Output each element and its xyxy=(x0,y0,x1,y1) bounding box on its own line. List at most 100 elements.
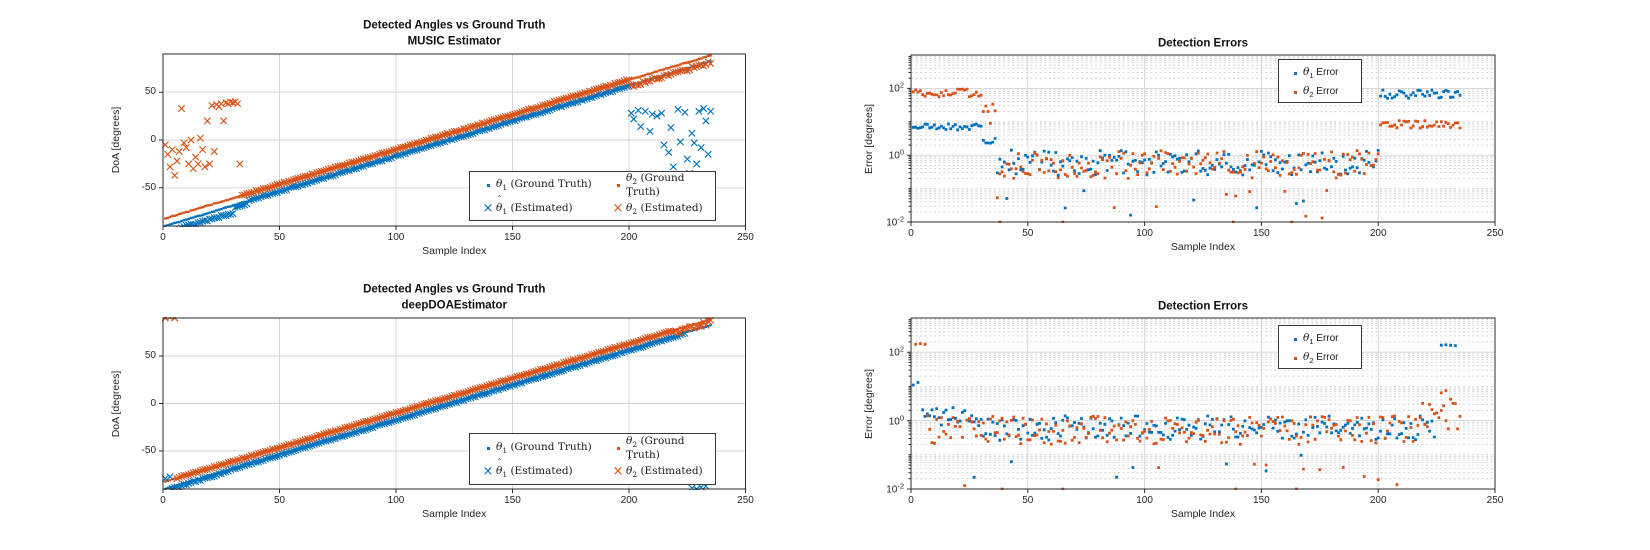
x-marker-icon: × xyxy=(480,464,496,479)
theta-symbol: θ xyxy=(626,465,632,477)
music-doa-xtick-200: 200 xyxy=(620,232,638,243)
deep-doa-ytick: 50 xyxy=(144,350,156,361)
theta-symbol: θ xyxy=(1303,84,1310,97)
theta-symbol: θ xyxy=(1303,331,1310,344)
music-doa-legend-label-3: θ1 (Estimated) xyxy=(496,202,573,216)
dot-swatch xyxy=(486,183,490,187)
music-doa-series-group xyxy=(162,54,715,227)
deep-err-xtick-150: 150 xyxy=(1253,495,1270,506)
music-err-minor-grid xyxy=(911,56,1495,213)
deep-doa-legend-entry-3: ×θ1 (Estimated) xyxy=(480,463,573,481)
deep-doa-series-group xyxy=(162,317,715,490)
music-err-ytick: 102 xyxy=(888,80,904,96)
x-marker-icon: × xyxy=(610,201,626,216)
music-err-ytick: 10-2 xyxy=(886,214,904,229)
deep-err-xtick-0: 0 xyxy=(908,495,914,506)
deep-err-legend-label-2: θ2 Error xyxy=(1303,350,1339,366)
deep-doa-legend-entry-2: θ2 (Ground Truth) xyxy=(610,435,715,461)
deep-err-xlabel: Sample Index xyxy=(1170,507,1236,520)
music-doa-plot xyxy=(159,53,746,230)
theta-symbol: θ xyxy=(626,202,632,214)
music-err-title-line1: Detection Errors xyxy=(1157,37,1249,50)
x-glyph: × xyxy=(612,201,624,216)
deep-doa-legend-label-1: θ1 (Ground Truth) xyxy=(496,440,592,456)
deep-err-ytick: 102 xyxy=(888,344,904,359)
theta-symbol: θ xyxy=(626,434,633,447)
deep-err-legend-entry-2: θ2 Error xyxy=(1287,349,1339,367)
deep-err-minor-grid xyxy=(911,319,1495,480)
dot-marker-icon xyxy=(610,183,626,187)
dot-marker-icon xyxy=(1287,71,1303,75)
deep-doa-legend-label-4: θ2 (Estimated) xyxy=(626,465,703,479)
deep-doa-xtick-100: 100 xyxy=(387,495,405,506)
dot-swatch xyxy=(1293,90,1297,94)
music-doa-legend-entry-4: ×θ2 (Estimated) xyxy=(610,200,703,218)
dot-swatch xyxy=(1293,356,1297,360)
deep-err-legend-entry-1: θ1 Error xyxy=(1287,330,1339,348)
deep-err-ytick: 10-2 xyxy=(886,481,904,496)
dot-marker-icon xyxy=(610,446,626,450)
music-doa-ytick: 0 xyxy=(150,134,156,145)
deep-doa-xtick-200: 200 xyxy=(620,495,638,506)
music-err-tick-marks xyxy=(907,56,1496,226)
x-marker-icon: × xyxy=(480,202,496,215)
deep-doa-ytick: 0 xyxy=(150,397,156,409)
deep-err-xtick-100: 100 xyxy=(1136,495,1153,506)
music-err-ylabel: Error [degrees] xyxy=(862,103,875,174)
dot-marker-icon xyxy=(1287,337,1303,341)
deep-doa-ylabel: DoA [degrees] xyxy=(109,370,122,437)
deep-err-major-grid xyxy=(911,318,1496,490)
music-err-xtick-150: 150 xyxy=(1253,228,1270,239)
x-glyph: × xyxy=(612,464,624,479)
dot-marker-icon xyxy=(480,446,496,450)
deep-doa-xtick-50: 50 xyxy=(273,495,286,506)
theta-symbol: θ xyxy=(626,171,633,184)
deep-doa-legend-label-3: θ1 (Estimated) xyxy=(496,465,573,479)
dot-swatch xyxy=(486,446,490,450)
dot-marker-icon xyxy=(480,183,496,187)
music-doa-legend-label-4: θ2 (Estimated) xyxy=(626,202,703,216)
deep-doa-ytick: -50 xyxy=(141,445,156,456)
deep-doa-title-line2: deepDOAEstimator xyxy=(401,299,507,312)
theta-symbol: θ xyxy=(496,440,503,453)
theta-symbol: θ xyxy=(496,177,503,190)
music-err-xtick-0: 0 xyxy=(908,228,914,239)
music-err-legend-label-2: θ2 Error xyxy=(1303,84,1339,100)
deep-doa-xlabel: Sample Index xyxy=(422,507,487,520)
music-err-plot xyxy=(907,54,1496,226)
deep-doa-xtick-0: 0 xyxy=(160,495,166,506)
deep-doa-legend-label-2: θ2 (Ground Truth) xyxy=(626,434,685,462)
music-doa-xlabel: Sample Index xyxy=(422,244,487,257)
deep-err-xtick-250: 250 xyxy=(1486,495,1504,506)
dot-swatch xyxy=(616,183,620,187)
music-err-legend-label-1: θ1 Error xyxy=(1303,65,1339,81)
music-err-ytick: 100 xyxy=(888,147,904,162)
theta-symbol: θ xyxy=(496,465,502,477)
music-doa-xtick-250: 250 xyxy=(737,232,754,243)
dot-marker-icon xyxy=(1287,90,1303,94)
deep-doa-plot xyxy=(159,317,746,493)
x-marker-icon: × xyxy=(610,464,626,479)
deep-err-legend-label-1: θ1 Error xyxy=(1303,331,1339,347)
music-doa-title-line1: Detected Angles vs Ground Truth xyxy=(363,19,546,32)
music-doa-legend-label-1: θ1 (Ground Truth) xyxy=(496,177,592,193)
dot-swatch xyxy=(1293,337,1297,341)
deep-err-legend: θ1 Error θ2 Error xyxy=(1278,325,1362,369)
music-err-xlabel: Sample Index xyxy=(1170,240,1236,253)
x-glyph: × xyxy=(482,464,494,479)
deep-doa-legend: θ1 (Ground Truth)θ2 (Ground Truth)×θ1 (E… xyxy=(469,433,716,485)
deep-doa-xtick-150: 150 xyxy=(504,495,521,506)
deep-err-title-line1: Detection Errors xyxy=(1157,300,1249,313)
music-doa-theta2-estimated-markers xyxy=(162,58,715,199)
music-doa-xtick-150: 150 xyxy=(504,232,521,243)
music-doa-legend-label-2: θ2 (Ground Truth) xyxy=(626,171,685,199)
deep-err-xtick-50: 50 xyxy=(1022,495,1034,506)
music-err-axes-box xyxy=(910,54,1496,223)
music-doa-xtick-100: 100 xyxy=(387,232,405,243)
music-err-xtick-200: 200 xyxy=(1369,228,1387,239)
music-doa-ytick: 50 xyxy=(144,86,156,98)
music-err-legend-entry-1: θ1 Error xyxy=(1287,64,1339,82)
deep-doa-tick-marks xyxy=(159,355,746,493)
